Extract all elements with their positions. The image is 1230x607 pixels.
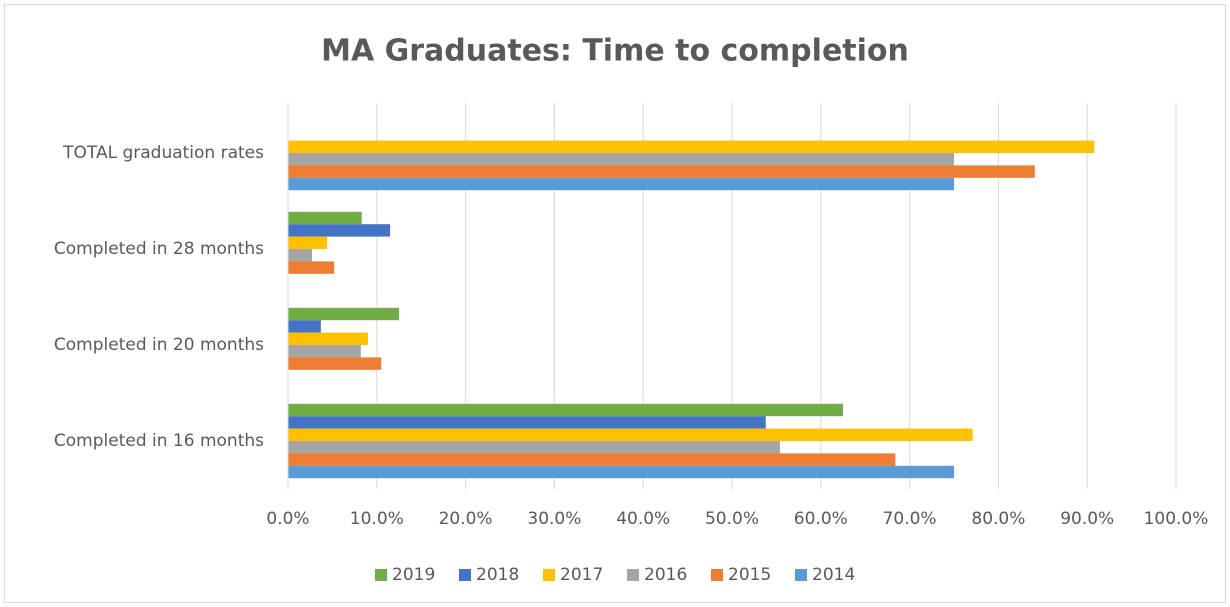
- bar: [288, 441, 780, 454]
- y-tick-label: Completed in 20 months: [54, 335, 264, 355]
- bar: [288, 320, 321, 333]
- bar: [288, 224, 391, 237]
- legend-swatch: [795, 569, 807, 581]
- x-tick-label: 60.0%: [794, 509, 848, 529]
- legend-swatch: [459, 569, 471, 581]
- y-tick-label: Completed in 16 months: [54, 431, 264, 451]
- bar: [288, 261, 335, 274]
- bar: [288, 249, 312, 262]
- bar: [288, 236, 328, 249]
- bar: [288, 428, 973, 441]
- x-tick-label: 10.0%: [350, 509, 404, 529]
- x-tick-label: 20.0%: [439, 509, 493, 529]
- chart-frame: [4, 4, 1226, 603]
- bar: [288, 345, 361, 358]
- x-tick-label: 40.0%: [616, 509, 670, 529]
- legend-label: 2016: [644, 565, 687, 585]
- bar: [288, 211, 362, 225]
- x-tick-label: 70.0%: [883, 509, 937, 529]
- legend-label: 2017: [560, 565, 603, 585]
- bar: [288, 307, 399, 321]
- legend-label: 2018: [476, 565, 519, 585]
- x-tick-label: 50.0%: [705, 509, 759, 529]
- bar: [288, 403, 843, 417]
- x-tick-label: 30.0%: [527, 509, 581, 529]
- legend-label: 2019: [392, 565, 435, 585]
- bar: [288, 140, 1095, 153]
- legend-swatch: [711, 569, 723, 581]
- x-tick-label: 90.0%: [1060, 509, 1114, 529]
- legend-swatch: [627, 569, 639, 581]
- x-tick-label: 100.0%: [1144, 509, 1209, 529]
- bar: [288, 165, 1035, 178]
- bar: [288, 177, 954, 191]
- chart-title: MA Graduates: Time to completion: [321, 34, 909, 69]
- bar: [288, 332, 368, 345]
- x-tick-label: 80.0%: [971, 509, 1025, 529]
- bar: [288, 465, 954, 479]
- bar: [288, 416, 766, 429]
- y-tick-label: Completed in 28 months: [54, 239, 264, 259]
- legend-label: 2015: [728, 565, 771, 585]
- y-tick-label: TOTAL graduation rates: [62, 143, 264, 163]
- legend-swatch: [543, 569, 555, 581]
- bar: [288, 453, 896, 466]
- bar: [288, 357, 382, 370]
- legend-swatch: [375, 569, 387, 581]
- legend-label: 2014: [812, 565, 855, 585]
- x-tick-label: 0.0%: [266, 509, 309, 529]
- bar: [288, 153, 954, 166]
